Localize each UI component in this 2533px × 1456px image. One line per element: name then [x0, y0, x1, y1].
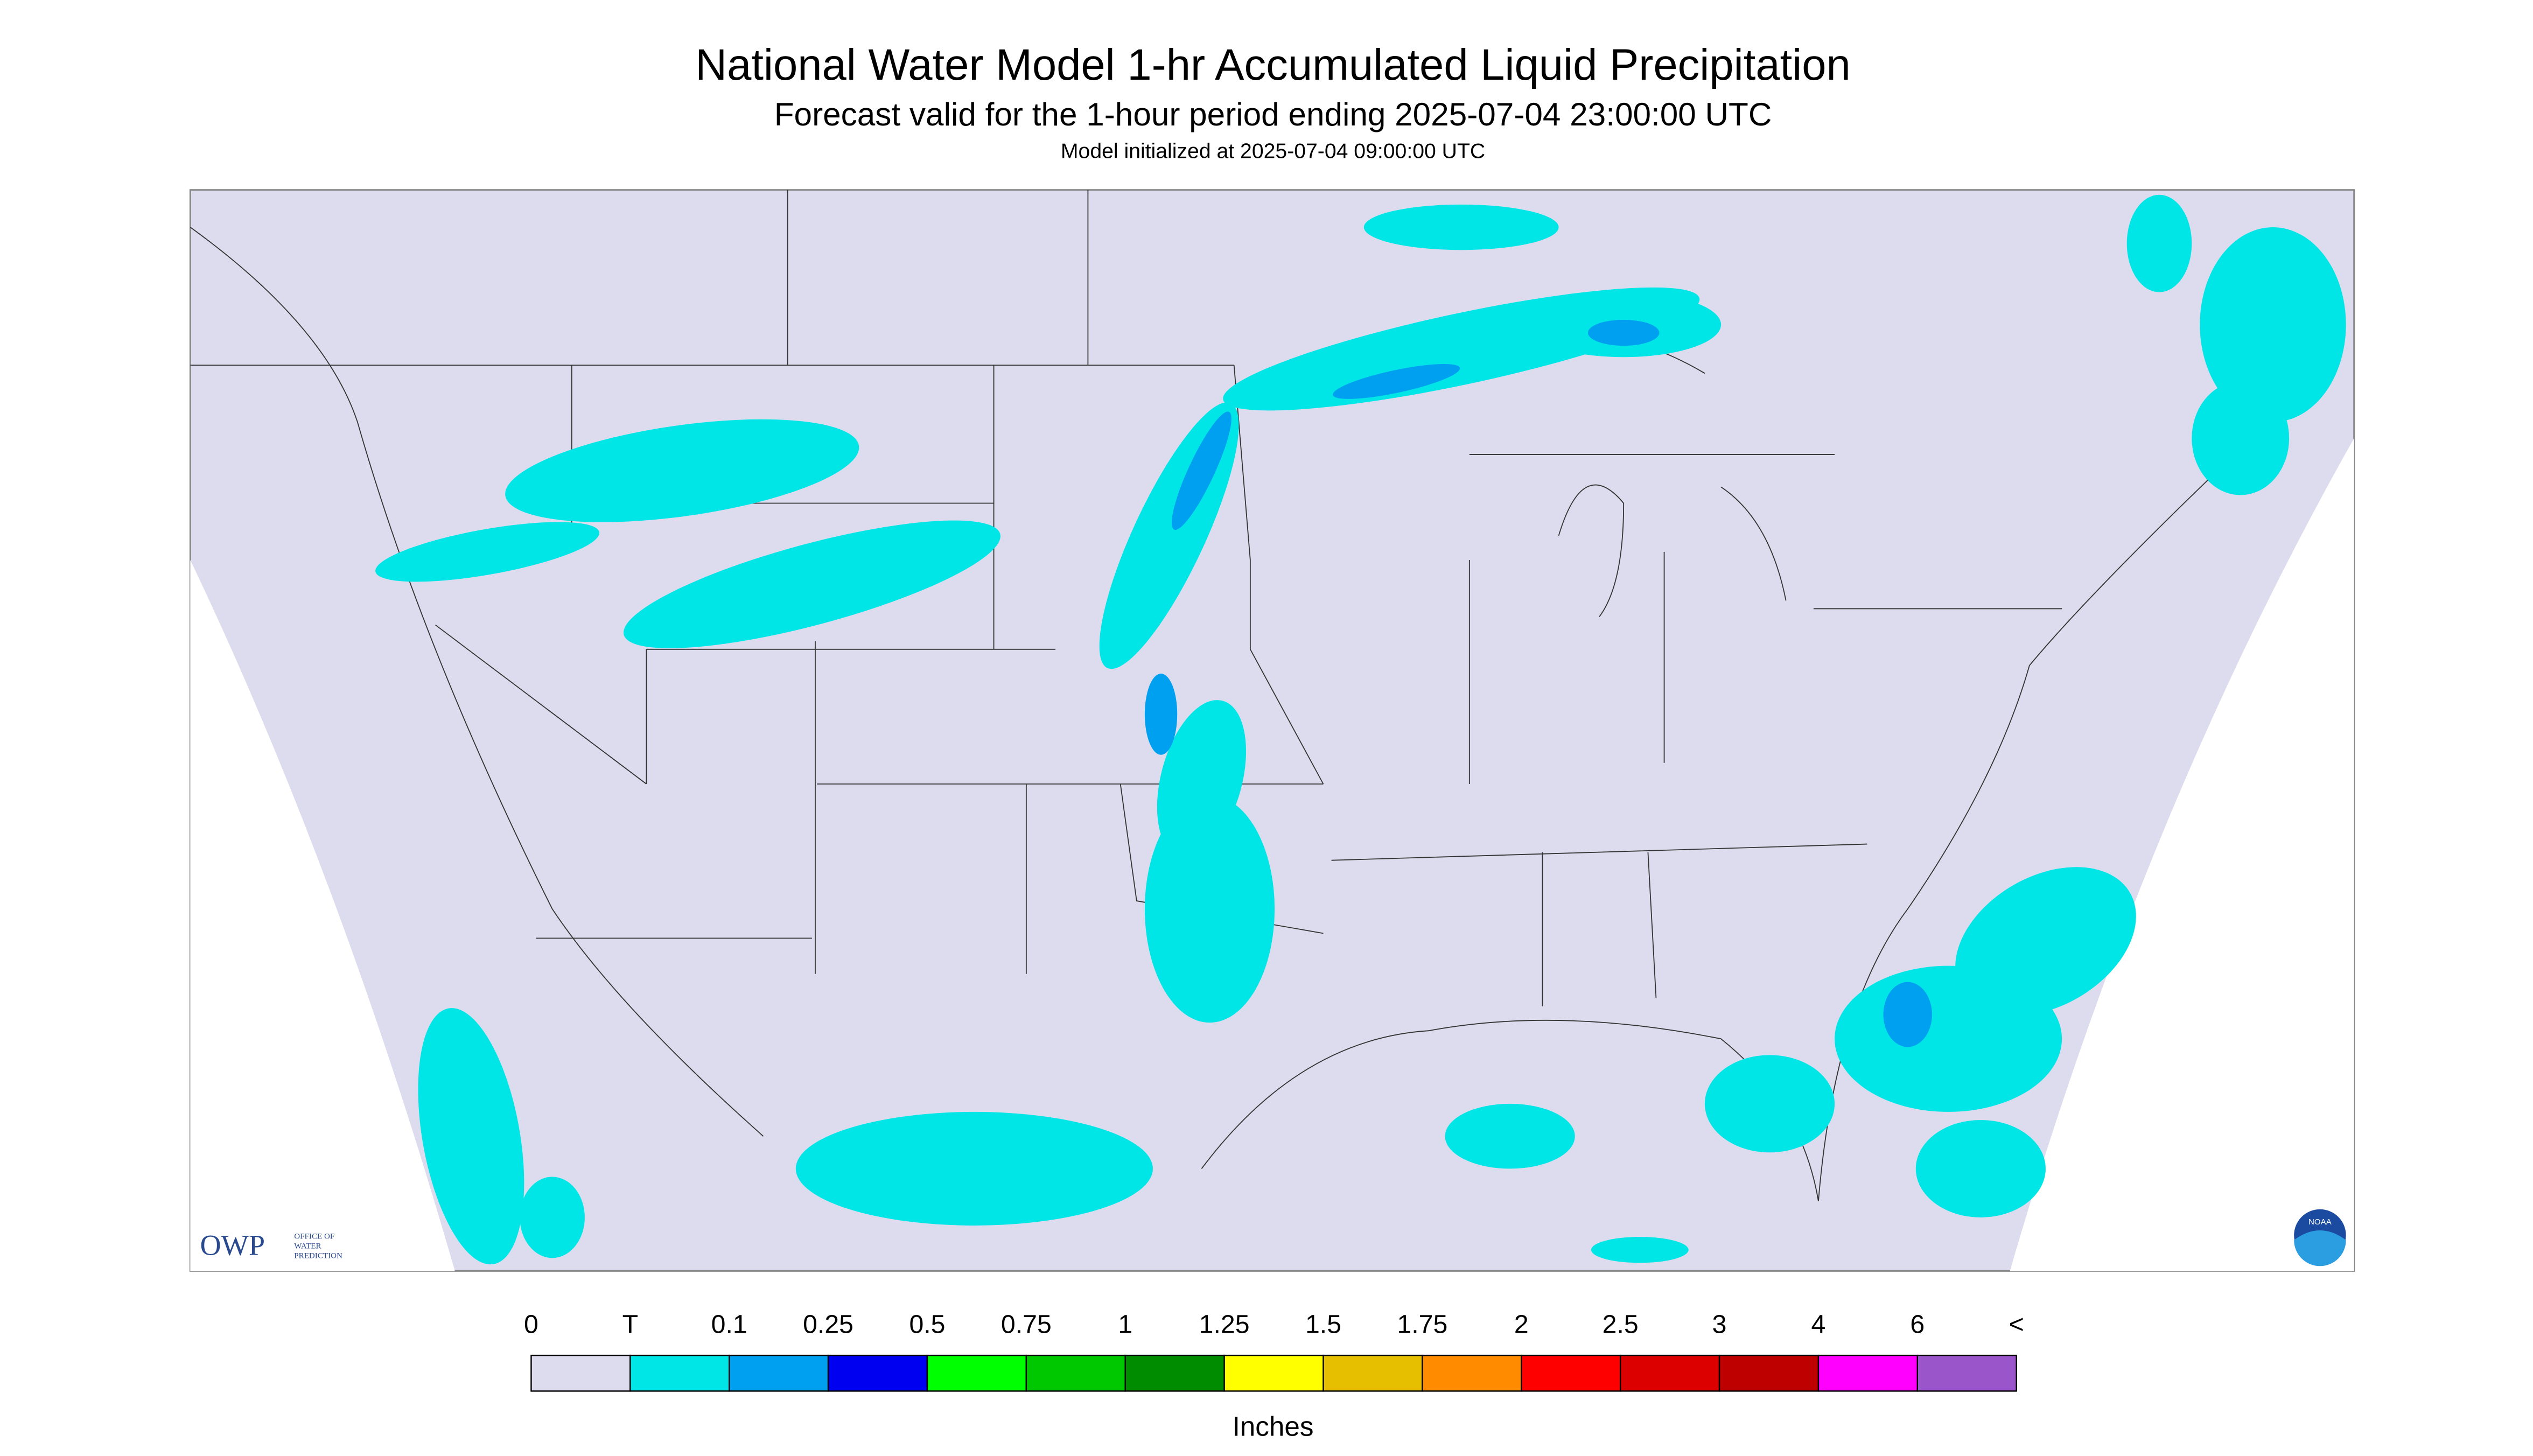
owp-logo-line: WATER — [294, 1242, 321, 1251]
legend-swatch — [1817, 1354, 1919, 1392]
legend-label: 0.5 — [909, 1310, 945, 1339]
legend-swatch — [728, 1354, 829, 1392]
legend-label: 2.5 — [1603, 1310, 1639, 1339]
legend-swatch — [1124, 1354, 1225, 1392]
noaa-logo: NOAA — [2294, 1209, 2346, 1266]
legend-label: 3 — [1712, 1310, 1727, 1339]
precip-cores — [1144, 319, 1932, 1047]
title: National Water Model 1-hr Accumulated Li… — [695, 40, 1850, 89]
legend-swatch — [1718, 1354, 1820, 1392]
legend-swatch — [926, 1354, 1027, 1392]
legend-swatch — [530, 1354, 631, 1392]
legend-label: 1.25 — [1199, 1310, 1250, 1339]
owp-logo-line: OFFICE OF — [294, 1232, 334, 1241]
legend-label: 1.5 — [1305, 1310, 1341, 1339]
legend-label: 4 — [1811, 1310, 1826, 1339]
legend-label: 2 — [1514, 1310, 1529, 1339]
noaa-text: NOAA — [2308, 1217, 2332, 1227]
legend-label: 0.1 — [711, 1310, 747, 1339]
init-time: Model initialized at 2025-07-04 09:00:00… — [1061, 140, 1485, 163]
legend-swatch — [629, 1354, 730, 1392]
legend-swatch — [1916, 1354, 2017, 1392]
projection-edge — [190, 560, 455, 1271]
legend-label: T — [622, 1310, 638, 1339]
legend-label: 0.25 — [803, 1310, 853, 1339]
legend-swatch — [1619, 1354, 1720, 1392]
legend-label: < — [2009, 1310, 2024, 1339]
owp-logo: OWP OFFICE OF WATER PREDICTION — [200, 1229, 342, 1262]
legend-swatch — [1025, 1354, 1126, 1392]
noaa-wave — [2294, 1230, 2346, 1266]
owp-logo-text: OWP — [200, 1229, 265, 1262]
subtitle: Forecast valid for the 1-hour period end… — [774, 96, 1772, 132]
legend-label: 1.75 — [1397, 1310, 1447, 1339]
legend-swatch — [827, 1354, 928, 1392]
projection-edge — [2010, 438, 2354, 1271]
owp-logo-line: PREDICTION — [294, 1252, 342, 1261]
legend-swatch — [1422, 1354, 1522, 1392]
legend-label: 0.75 — [1001, 1310, 1052, 1339]
legend-swatch — [1223, 1354, 1324, 1392]
legend-unit: Inches — [1233, 1411, 1314, 1441]
legend: 0 T 0.1 0.25 0.5 0.75 1 1.25 1.5 1.75 2 2.5 3 4 6 < — [524, 1310, 2024, 1392]
legend-label: 0 — [524, 1310, 538, 1339]
precip-areas — [375, 194, 2346, 1265]
map: OWP OFFICE OF WATER PREDICTION NOAA — [189, 189, 2355, 1272]
legend-label: 6 — [1910, 1310, 1925, 1339]
legend-label: 1 — [1118, 1310, 1132, 1339]
legend-swatch — [1521, 1354, 1621, 1392]
legend-swatch — [1323, 1354, 1423, 1392]
